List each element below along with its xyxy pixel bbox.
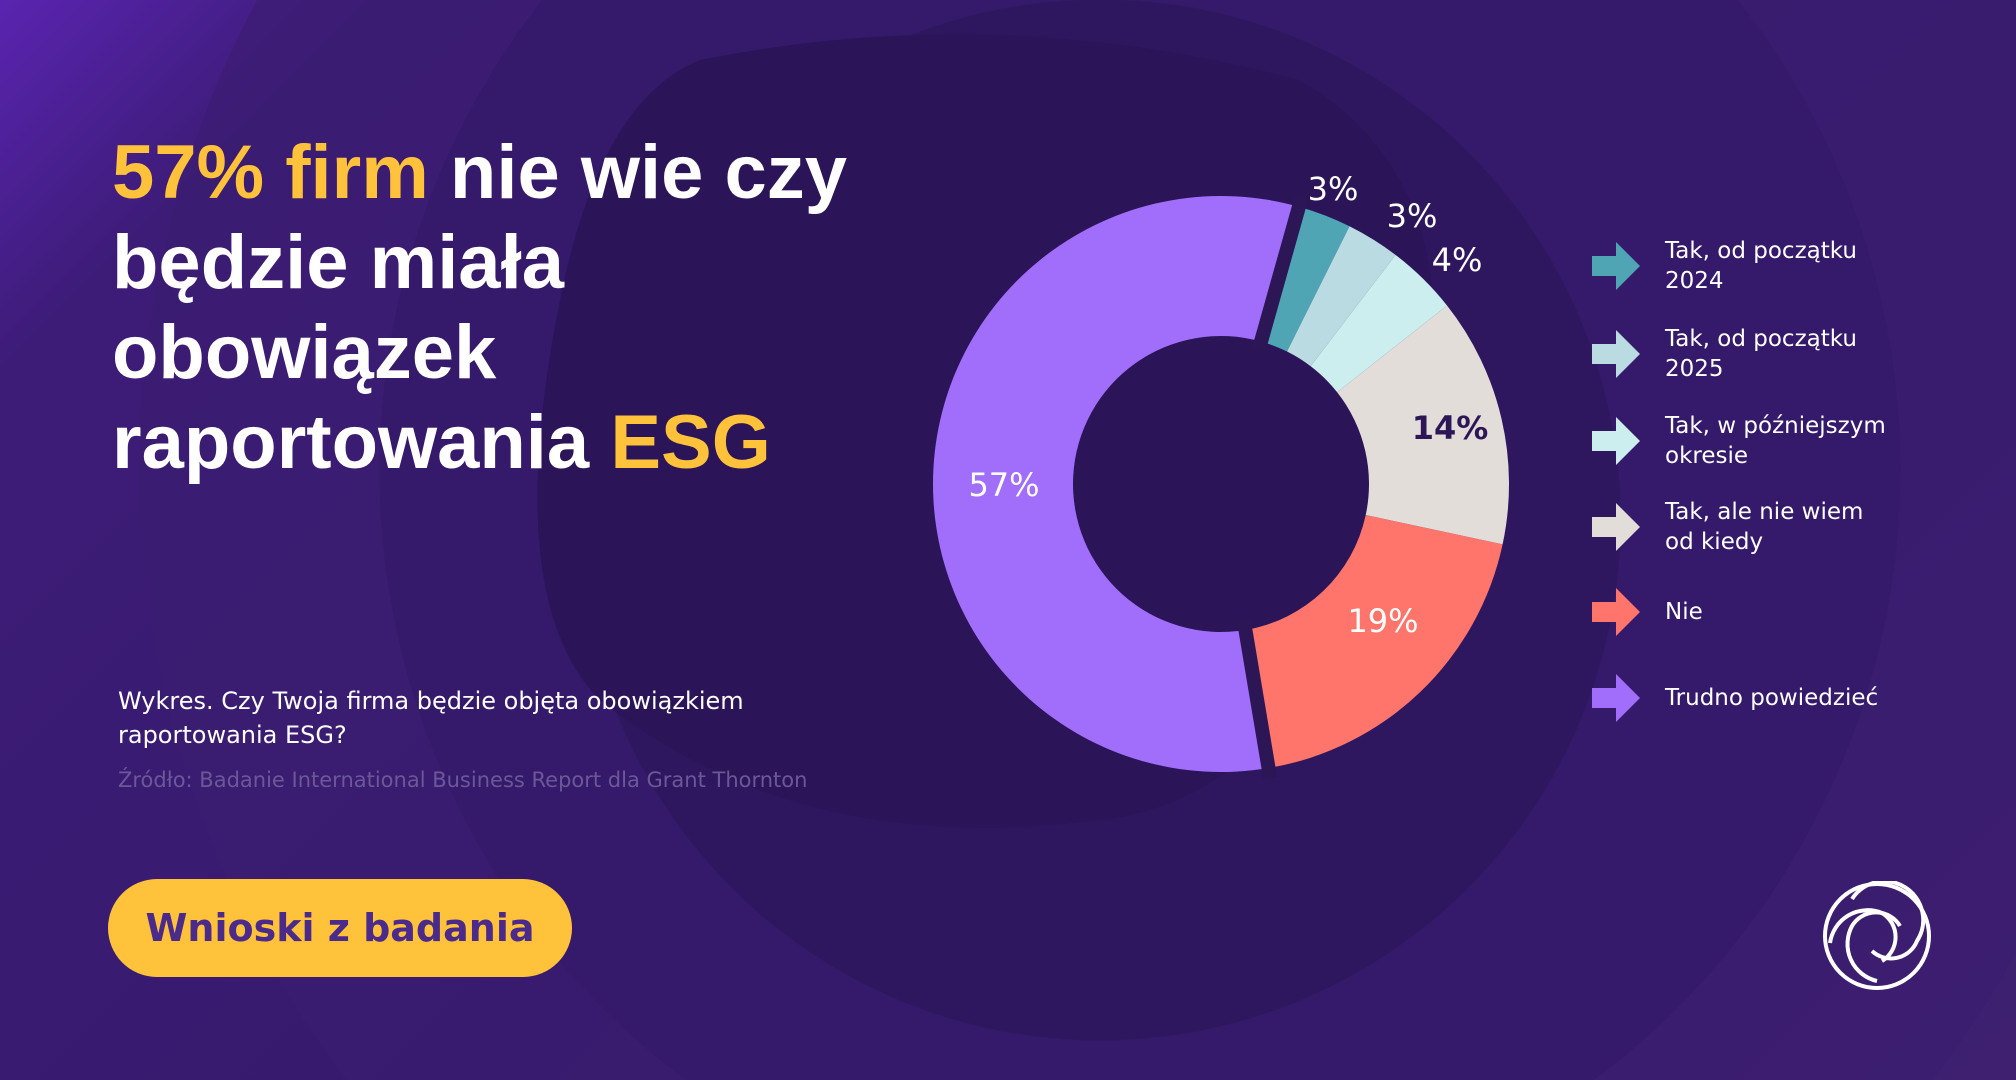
slice-gap: [1236, 618, 1278, 780]
donut-slice-4: [1337, 305, 1509, 545]
chart-caption: Wykres. Czy Twoja firma będzie objęta ob…: [118, 687, 744, 749]
legend-item: Nie: [1592, 587, 1992, 637]
arrow-right-icon: [1592, 242, 1640, 290]
legend-label: Tak, w późniejszym okresie: [1665, 413, 1886, 469]
donut-slice-2: [1287, 226, 1396, 367]
data-label: 3%: [1308, 170, 1359, 208]
grant-thornton-logo-icon: [1823, 881, 1931, 990]
data-label: 14%: [1412, 409, 1489, 447]
legend-label: Nie: [1665, 599, 1703, 625]
arrow-right-icon: [1592, 503, 1640, 551]
donut-slice-5: [1245, 515, 1503, 769]
legend-item: Trudno powiedzieć: [1592, 673, 1992, 723]
donut-slice-3: [1310, 254, 1448, 393]
arrow-right-icon: [1592, 674, 1640, 722]
legend-item: Tak, w późniejszym okresie: [1592, 413, 1992, 469]
legend-label: Tak, od początku 2025: [1665, 326, 1857, 382]
arrow-right-icon: [1592, 330, 1640, 378]
arrow-right-icon: [1592, 417, 1640, 465]
slice-gap: [1251, 195, 1309, 354]
donut-slice-6: [933, 195, 1299, 773]
arrow-right-icon: [1592, 588, 1640, 636]
chart-source: Źródło: Badanie International Business R…: [118, 768, 808, 792]
legend-label: Trudno powiedzieć: [1665, 685, 1879, 711]
headline-highlight-percent: 57% firm: [112, 130, 429, 215]
donut-slice-1: [1261, 206, 1350, 352]
headline-text: nie wie czy będzie miała obowiązek rapor…: [112, 130, 847, 485]
legend-item: Tak, od początku 2025: [1592, 326, 1992, 382]
data-label: 4%: [1432, 241, 1483, 279]
data-label: 19%: [1347, 602, 1418, 640]
data-label: 3%: [1387, 197, 1438, 235]
headline-highlight-esg: ESG: [610, 400, 771, 485]
legend-item: Tak, od początku 2024: [1592, 238, 1992, 294]
legend-label: Tak, ale nie wiem od kiedy: [1665, 499, 1864, 555]
legend-item: Tak, ale nie wiem od kiedy: [1592, 499, 1992, 555]
headline: 57% firm nie wie czy będzie miała obowią…: [112, 128, 892, 488]
findings-button[interactable]: Wnioski z badania: [108, 879, 572, 977]
legend-label: Tak, od początku 2024: [1665, 238, 1857, 294]
data-label: 57%: [968, 466, 1039, 504]
